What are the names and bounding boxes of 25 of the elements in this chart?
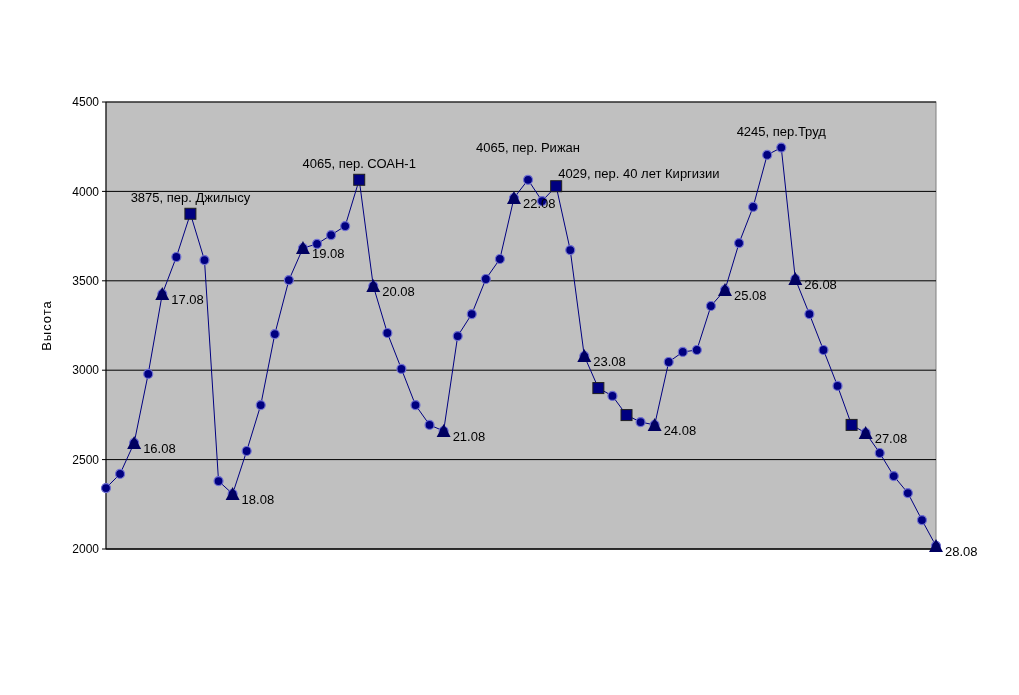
data-label: 4065, пер. СОАН-1 bbox=[302, 155, 416, 171]
annotation: 23.08 bbox=[593, 354, 626, 370]
y-tick-label: 3000 bbox=[72, 363, 100, 378]
annotation: 22.08 bbox=[522, 196, 556, 212]
annotation: 25.08 bbox=[733, 287, 767, 303]
annotation: 24.08 bbox=[663, 422, 697, 438]
y-tick-label: 3500 bbox=[72, 274, 100, 288]
data-label: 4029, пер. 40 лет Киргизии bbox=[558, 166, 720, 182]
annotation: 27.08 bbox=[874, 430, 908, 446]
annotation: 16.08 bbox=[143, 440, 176, 456]
data-label: 4065, пер. Рижан bbox=[476, 139, 580, 155]
annotation: 18.08 bbox=[241, 491, 275, 507]
y-tick-label: 2500 bbox=[72, 452, 100, 467]
annotation: 26.08 bbox=[804, 277, 837, 293]
y-tick-label: 2000 bbox=[72, 542, 100, 557]
y-tick-label: 4500 bbox=[72, 95, 100, 110]
annotation: 20.08 bbox=[382, 283, 415, 299]
data-label: 3875, пер. Джилысу bbox=[130, 189, 251, 205]
y-tick-label: 4000 bbox=[72, 184, 100, 199]
annotation: 17.08 bbox=[171, 292, 204, 308]
y-axis-title: Высота bbox=[39, 300, 54, 351]
text: 28.08 bbox=[945, 543, 978, 559]
data-label: 4245, пер.Труд bbox=[736, 123, 827, 139]
annotation: 21.08 bbox=[452, 428, 486, 444]
annotation: 19.08 bbox=[311, 246, 345, 262]
